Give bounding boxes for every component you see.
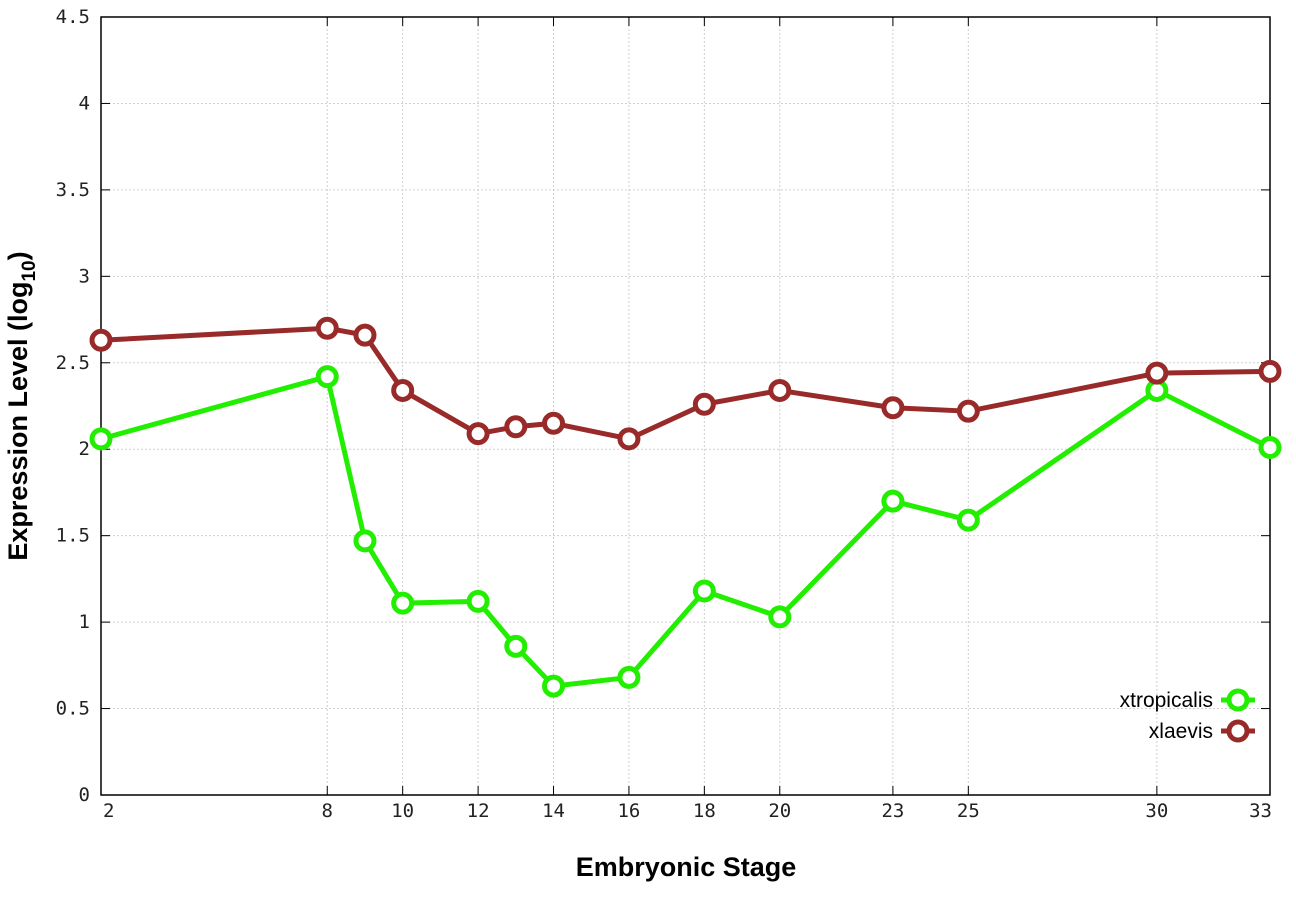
series-layer xyxy=(89,316,1282,698)
data-point xyxy=(881,489,905,513)
x-tick-label: 14 xyxy=(542,800,565,822)
data-point xyxy=(768,378,792,402)
data-point xyxy=(1258,435,1282,459)
x-tick-label: 25 xyxy=(957,800,980,822)
x-tick-label: 30 xyxy=(1145,800,1168,822)
data-point xyxy=(956,399,980,423)
data-point xyxy=(768,605,792,629)
legend-label: xlaevis xyxy=(1149,720,1213,743)
x-tick-label: 23 xyxy=(881,800,904,822)
data-point xyxy=(391,378,415,402)
data-point xyxy=(542,411,566,435)
y-tick-label: 1.5 xyxy=(56,525,90,547)
data-point xyxy=(617,427,641,451)
data-point xyxy=(692,579,716,603)
x-tick-label: 16 xyxy=(617,800,640,822)
legend-item-xlaevis: xlaevis xyxy=(1149,719,1255,743)
legend-item-xtropicalis: xtropicalis xyxy=(1120,688,1255,712)
data-point xyxy=(466,589,490,613)
y-tick-label: 2.5 xyxy=(56,352,90,374)
data-point xyxy=(89,328,113,352)
series-line xyxy=(100,325,1271,442)
y-axis-title-main: Expression Level (log xyxy=(3,282,33,561)
data-point xyxy=(353,529,377,553)
data-point xyxy=(466,422,490,446)
data-point xyxy=(617,665,641,689)
x-tick-label: 12 xyxy=(467,800,490,822)
series-xtropicalis xyxy=(89,365,1282,698)
x-tick-label: 2 xyxy=(103,800,114,822)
legend-marker xyxy=(1226,688,1250,712)
data-point xyxy=(956,508,980,532)
y-tick-label: 3.5 xyxy=(56,179,90,201)
plot-frame xyxy=(100,16,1271,796)
tick-labels: 0 0.5 1 1.5 2 2.5 3 3.5 4 4.5 2 8 10 12 14 16 18 20 23 25 30… xyxy=(56,6,1272,822)
legend: xtropicalis xlaevis xyxy=(1120,688,1255,743)
data-point xyxy=(391,591,415,615)
data-point xyxy=(504,634,528,658)
legend-label: xtropicalis xyxy=(1120,689,1213,712)
x-tick-label: 8 xyxy=(322,800,333,822)
data-point xyxy=(692,392,716,416)
axis-ticks xyxy=(100,16,1271,796)
data-point xyxy=(353,323,377,347)
data-point xyxy=(1258,359,1282,383)
y-tick-label: 0.5 xyxy=(56,698,90,720)
data-point xyxy=(881,396,905,420)
data-point xyxy=(1145,361,1169,385)
x-tick-label: 18 xyxy=(693,800,716,822)
y-tick-label: 0 xyxy=(79,784,90,806)
grid-lines xyxy=(101,17,1270,795)
y-axis-title: Expression Level (log10) xyxy=(3,251,40,560)
y-tick-label: 4 xyxy=(79,92,90,114)
x-axis-title: Embryonic Stage xyxy=(576,852,797,882)
series-line xyxy=(100,374,1272,689)
y-axis-title-close: ) xyxy=(3,251,33,260)
data-point xyxy=(542,674,566,698)
y-tick-label: 1 xyxy=(79,611,90,633)
x-tick-label: 10 xyxy=(391,800,414,822)
y-tick-label: 2 xyxy=(79,438,90,460)
data-point xyxy=(504,415,528,439)
legend-marker xyxy=(1226,719,1250,743)
data-point xyxy=(315,365,339,389)
x-tick-label: 20 xyxy=(768,800,791,822)
data-point xyxy=(89,427,113,451)
x-tick-label: 33 xyxy=(1249,800,1272,822)
series-xlaevis xyxy=(89,316,1282,451)
y-axis-title-subscript: 10 xyxy=(19,260,40,281)
y-tick-label: 4.5 xyxy=(56,6,90,28)
y-tick-label: 3 xyxy=(79,265,90,287)
data-point xyxy=(315,316,339,340)
